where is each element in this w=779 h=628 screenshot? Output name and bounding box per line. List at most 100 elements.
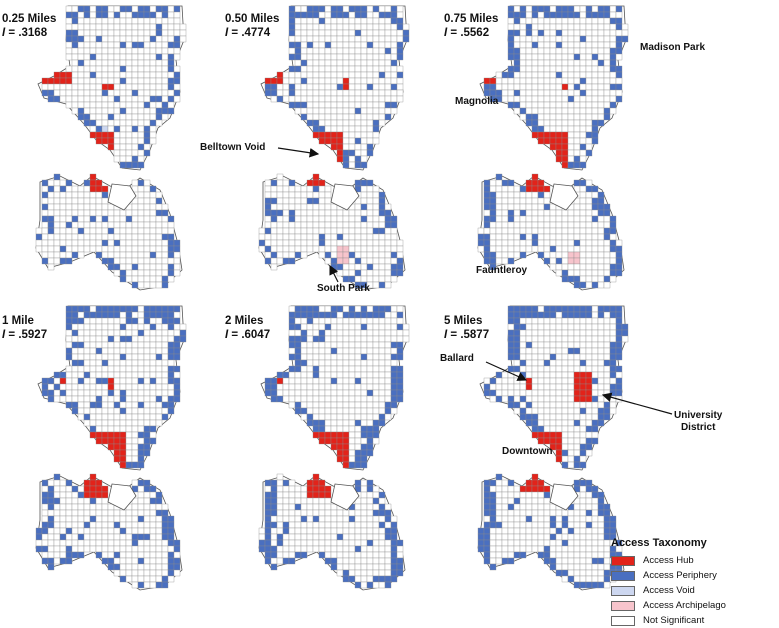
census-tract — [276, 383, 284, 391]
census-tract — [149, 281, 157, 289]
census-tract — [609, 5, 617, 13]
census-tract — [324, 503, 332, 511]
moran-i-label: I = .5562 — [444, 27, 490, 39]
census-tract — [101, 521, 109, 529]
census-tract — [609, 377, 617, 385]
census-tract — [360, 275, 368, 283]
census-tract — [384, 371, 392, 379]
census-tract — [59, 197, 67, 205]
census-tract — [77, 251, 85, 259]
census-tract — [71, 341, 79, 349]
census-tract — [89, 47, 97, 55]
census-tract — [41, 509, 49, 517]
census-tract — [107, 215, 115, 223]
census-tract — [107, 29, 115, 37]
census-tract — [336, 455, 344, 463]
census-tract — [167, 341, 175, 349]
census-tract — [597, 281, 605, 289]
census-tract — [597, 245, 605, 253]
census-tract — [95, 413, 103, 421]
census-tract — [59, 491, 67, 499]
census-tract — [161, 5, 169, 13]
census-tract — [543, 59, 551, 67]
census-tract — [125, 77, 133, 85]
census-tract — [318, 233, 326, 241]
census-tract — [131, 215, 139, 223]
census-tract — [119, 419, 127, 427]
census-tract — [125, 29, 133, 37]
census-tract — [603, 41, 611, 49]
census-tract — [513, 191, 521, 199]
census-tract — [378, 23, 386, 31]
census-tract — [513, 539, 521, 547]
census-tract — [149, 359, 157, 367]
census-tract — [125, 23, 133, 31]
census-tract — [609, 29, 617, 37]
census-tract — [495, 245, 503, 253]
census-tract — [354, 419, 362, 427]
census-tract — [372, 119, 380, 127]
census-tract — [543, 401, 551, 409]
census-tract — [567, 557, 575, 565]
census-tract — [119, 377, 127, 385]
census-tract — [300, 539, 308, 547]
census-tract — [549, 551, 557, 559]
census-tract — [149, 191, 157, 199]
census-tract — [155, 311, 163, 319]
census-tract — [537, 53, 545, 61]
census-tract — [143, 407, 151, 415]
census-tract — [107, 353, 115, 361]
census-tract — [591, 359, 599, 367]
census-tract — [65, 227, 73, 235]
census-tract — [378, 5, 386, 13]
census-tract — [378, 401, 386, 409]
census-tract — [119, 437, 127, 445]
census-tract — [525, 359, 533, 367]
census-tract — [609, 71, 617, 79]
census-tract — [173, 569, 181, 577]
census-tract — [591, 137, 599, 145]
census-tract — [360, 563, 368, 571]
census-tract — [101, 425, 109, 433]
census-tract — [567, 5, 575, 13]
census-tract — [360, 257, 368, 265]
census-tract — [591, 389, 599, 397]
census-tract — [149, 527, 157, 535]
census-tract — [143, 245, 151, 253]
census-tract — [125, 149, 133, 157]
census-tract — [366, 443, 374, 451]
census-tract — [348, 539, 356, 547]
census-tract — [83, 107, 91, 115]
census-tract — [525, 533, 533, 541]
census-tract — [591, 563, 599, 571]
census-tract — [573, 545, 581, 553]
census-tract — [173, 563, 181, 571]
census-tract — [597, 329, 605, 337]
census-tract — [579, 185, 587, 193]
census-tract — [603, 365, 611, 373]
census-tract — [579, 101, 587, 109]
census-tract — [366, 137, 374, 145]
census-tract — [609, 371, 617, 379]
census-tract — [59, 203, 67, 211]
census-tract — [143, 347, 151, 355]
census-tract — [573, 143, 581, 151]
census-tract — [525, 203, 533, 211]
census-tract — [390, 365, 398, 373]
census-tract — [270, 239, 278, 247]
census-tract — [531, 539, 539, 547]
census-tract — [107, 233, 115, 241]
census-tract — [324, 491, 332, 499]
census-tract — [318, 317, 326, 325]
census-tract — [65, 329, 73, 337]
census-tract — [131, 521, 139, 529]
census-tract — [288, 521, 296, 529]
census-tract — [101, 11, 109, 19]
census-tract — [155, 545, 163, 553]
census-tract — [167, 557, 175, 565]
census-tract — [71, 497, 79, 505]
census-tract — [318, 53, 326, 61]
census-tract — [324, 17, 332, 25]
census-tract — [390, 341, 398, 349]
census-tract — [306, 239, 314, 247]
